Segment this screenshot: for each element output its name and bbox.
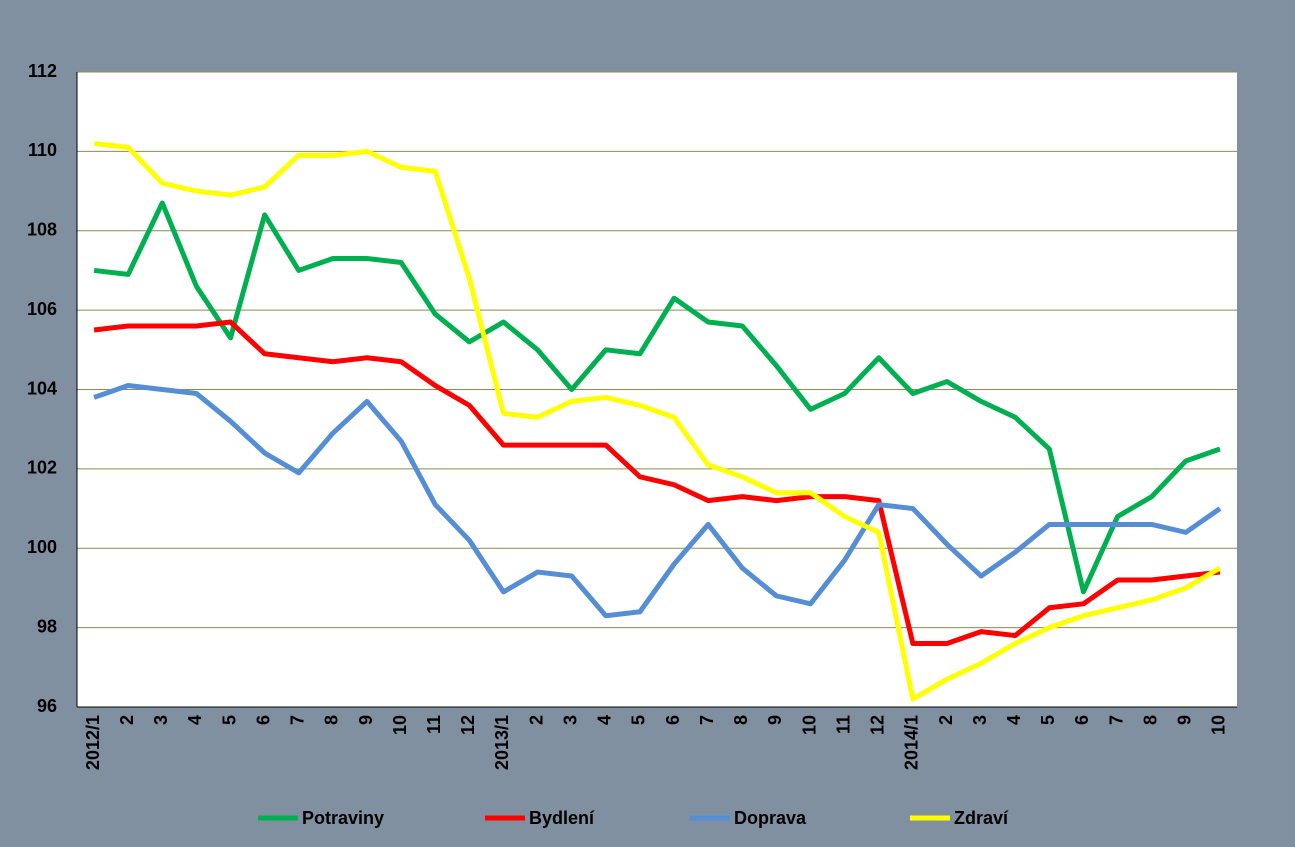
legend-label: Potraviny <box>302 808 384 828</box>
x-tick-label: 12 <box>868 715 888 735</box>
x-tick-label: 10 <box>1209 715 1229 735</box>
y-tick-label: 106 <box>27 299 57 319</box>
x-tick-label: 4 <box>1004 715 1024 725</box>
y-tick-label: 98 <box>37 616 57 636</box>
x-tick-label: 5 <box>219 715 239 725</box>
x-tick-label: 12 <box>458 715 478 735</box>
x-tick-label: 9 <box>1175 715 1195 725</box>
x-tick-label: 6 <box>1072 715 1092 725</box>
y-tick-label: 108 <box>27 220 57 240</box>
legend-label: Bydlení <box>529 808 595 828</box>
x-tick-label: 2 <box>526 715 546 725</box>
y-tick-label: 104 <box>27 378 57 398</box>
x-tick-label: 8 <box>1140 715 1160 725</box>
line-series <box>93 383 1222 619</box>
line-series <box>93 140 1222 702</box>
x-tick-label: 3 <box>560 715 580 725</box>
x-tick-label: 10 <box>799 715 819 735</box>
x-tick-label: 6 <box>253 715 273 725</box>
line-series <box>93 319 1221 646</box>
x-tick-label: 10 <box>390 715 410 735</box>
y-tick-label: 110 <box>28 140 57 160</box>
x-tick-label: 3 <box>970 715 990 725</box>
y-tick-label: 96 <box>37 696 57 716</box>
x-tick-label: 11 <box>424 715 444 734</box>
x-tick-label: 2013/1 <box>492 715 512 770</box>
x-tick-label: 3 <box>151 715 171 725</box>
x-tick-label: 2014/1 <box>902 715 922 770</box>
x-tick-label: 5 <box>629 715 649 725</box>
x-tick-label: 6 <box>663 715 683 725</box>
legend-label: Doprava <box>734 808 807 828</box>
legend-label: Zdraví <box>954 808 1009 828</box>
y-tick-label: 112 <box>28 61 57 81</box>
x-tick-label: 2012/1 <box>83 715 103 770</box>
x-tick-label: 11 <box>833 715 853 734</box>
y-tick-label: 100 <box>27 537 57 557</box>
x-tick-label: 8 <box>731 715 751 725</box>
x-tick-label: 7 <box>1106 715 1126 725</box>
x-tick-label: 5 <box>1038 715 1058 725</box>
x-tick-label: 2 <box>117 715 137 725</box>
y-tick-label: 102 <box>27 458 57 478</box>
x-tick-label: 4 <box>185 715 205 725</box>
x-tick-label: 7 <box>697 715 717 725</box>
x-tick-label: 8 <box>322 715 342 725</box>
x-tick-label: 4 <box>595 715 615 725</box>
x-tick-label: 7 <box>288 715 308 725</box>
x-tick-label: 2 <box>936 715 956 725</box>
line-series <box>93 200 1221 595</box>
x-tick-label: 9 <box>765 715 785 725</box>
x-tick-label: 9 <box>356 715 376 725</box>
